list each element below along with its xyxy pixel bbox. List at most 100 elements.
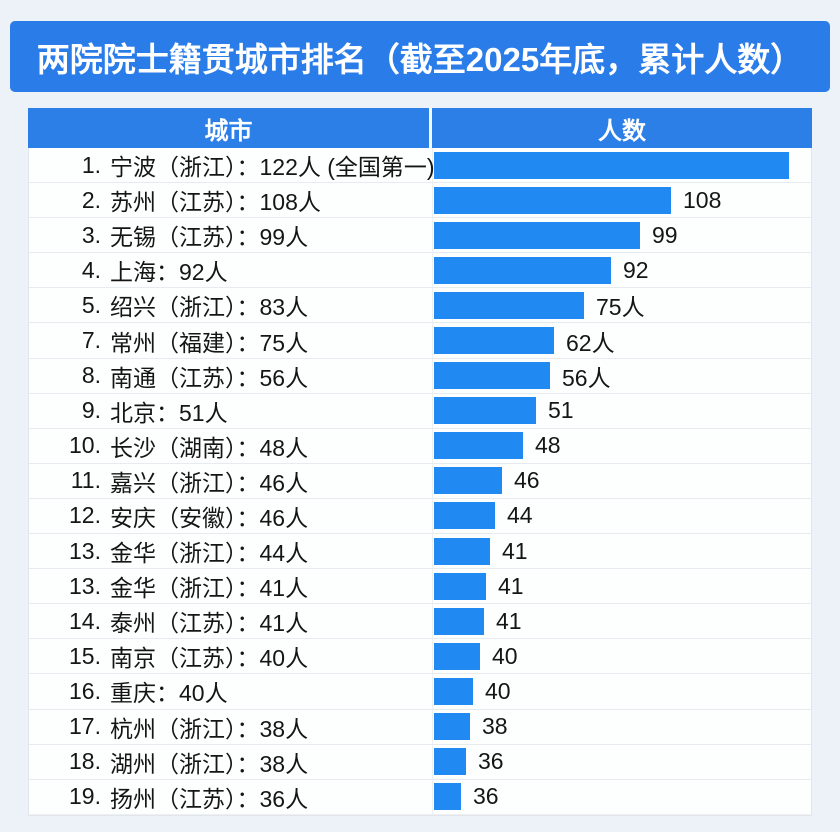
row-rank: 16. [69, 677, 101, 704]
city-cell: 18. 湖州（浙江）：38人 [29, 744, 433, 779]
row-rank: 9. [81, 397, 101, 424]
count-cell: 56人 [433, 359, 811, 393]
count-cell: 108 [433, 183, 811, 217]
city-label: 绍兴（浙江）：83人 [110, 294, 309, 321]
ranking-table: 城市 人数 1. 宁波（浙江）：122人 (全国第一) 2. 苏州（江苏）：10… [28, 108, 812, 816]
count-cell: 41 [433, 569, 811, 603]
count-bar [434, 677, 473, 705]
city-cell: 3. 无锡（江苏）：99人 [29, 218, 433, 253]
row-rank: 11. [70, 467, 101, 494]
row-rank: 12. [69, 502, 101, 529]
city-label: 泰州（江苏）：41人 [110, 610, 309, 637]
table-header: 城市 人数 [28, 108, 812, 148]
city-cell: 8. 南通（江苏）：56人 [29, 358, 433, 393]
count-cell: 40 [433, 674, 811, 708]
table-row: 9. 北京：51人 51 [29, 393, 811, 429]
count-cell: 62人 [433, 323, 811, 357]
city-label: 湖州（浙江）：38人 [110, 750, 309, 777]
city-label: 金华（浙江）：41人 [110, 575, 309, 602]
count-cell: 36 [433, 745, 811, 779]
count-cell: 38 [433, 710, 811, 744]
city-label: 无锡（江苏）：99人 [110, 224, 309, 251]
table-row: 1. 宁波（浙江）：122人 (全国第一) [29, 148, 811, 184]
row-rank: 13. [69, 572, 101, 599]
count-label: 99 [652, 221, 678, 248]
row-rank: 4. [81, 256, 101, 283]
city-cell: 10. 长沙（湖南）：48人 [29, 428, 433, 463]
table-row: 13. 金华（浙江）：41人 41 [29, 569, 811, 605]
city-label: 嘉兴（浙江）：46人 [110, 469, 309, 496]
table-row: 4. 上海：92人 92 [29, 253, 811, 289]
column-header-count: 人数 [432, 108, 812, 148]
count-label: 62人 [566, 329, 615, 356]
city-label: 重庆：40人 [110, 680, 228, 707]
city-label: 上海：92人 [110, 259, 228, 286]
count-label: 40 [492, 642, 518, 669]
count-bar [434, 467, 502, 495]
count-label: 36 [473, 783, 499, 810]
count-label: 46 [514, 467, 540, 494]
count-cell: 46 [433, 464, 811, 498]
table-row: 13. 金华（浙江）：44人 41 [29, 534, 811, 570]
city-cell: 11. 嘉兴（浙江）：46人 [29, 463, 433, 498]
table-row: 10. 长沙（湖南）：48人 48 [29, 428, 811, 464]
count-cell: 51 [433, 394, 811, 428]
city-cell: 4. 上海：92人 [29, 253, 433, 288]
city-label: 南京（江苏）：40人 [110, 645, 309, 672]
count-cell: 99 [433, 218, 811, 252]
row-rank: 14. [69, 607, 101, 634]
row-rank: 3. [81, 221, 101, 248]
city-label: 安庆（安徽）：46人 [110, 504, 309, 531]
count-bar [434, 362, 550, 390]
count-cell: 92 [433, 253, 811, 287]
table-row: 18. 湖州（浙江）：38人 36 [29, 744, 811, 780]
count-bar [434, 291, 584, 319]
table-row: 17. 杭州（浙江）：38人 38 [29, 709, 811, 745]
row-rank: 15. [69, 642, 101, 669]
count-bar [434, 397, 536, 425]
table-row: 19. 扬州（江苏）：36人 36 [29, 779, 811, 815]
row-rank: 17. [69, 713, 101, 740]
count-label: 41 [502, 537, 528, 564]
count-cell: 41 [433, 604, 811, 638]
count-bar [434, 537, 490, 565]
count-label: 41 [496, 607, 522, 634]
city-cell: 7. 常州（福建）：75人 [29, 323, 433, 358]
table-row: 3. 无锡（江苏）：99人 99 [29, 218, 811, 254]
count-cell: 75人 [433, 288, 811, 322]
count-label: 51 [548, 397, 574, 424]
city-label: 金华（浙江）：44人 [110, 540, 309, 567]
count-bar [434, 642, 480, 670]
city-cell: 14. 泰州（江苏）：41人 [29, 604, 433, 639]
count-label: 41 [498, 572, 524, 599]
table-row: 5. 绍兴（浙江）：83人 75人 [29, 288, 811, 324]
city-cell: 15. 南京（江苏）：40人 [29, 639, 433, 674]
chart-title: 两院院士籍贯城市排名（截至2025年底，累计人数） [36, 40, 804, 78]
count-bar [434, 502, 495, 530]
count-label: 75人 [596, 294, 645, 321]
count-cell [433, 148, 811, 182]
count-bar [434, 186, 671, 214]
count-label: 108 [683, 186, 722, 213]
count-cell: 48 [433, 429, 811, 463]
row-rank: 8. [81, 362, 101, 389]
city-label: 杭州（浙江）：38人 [110, 715, 309, 742]
count-bar [434, 327, 554, 355]
city-cell: 1. 宁波（浙江）：122人 (全国第一) [29, 148, 435, 183]
table-row: 8. 南通（江苏）：56人 56人 [29, 358, 811, 394]
count-cell: 44 [433, 499, 811, 533]
city-cell: 12. 安庆（安徽）：46人 [29, 498, 433, 534]
count-label: 56人 [562, 364, 611, 391]
table-row: 12. 安庆（安徽）：46人 44 [29, 498, 811, 535]
table-row: 7. 常州（福建）：75人 62人 [29, 323, 811, 359]
row-rank: 2. [81, 186, 101, 213]
table-row: 2. 苏州（江苏）：108人 108 [29, 183, 811, 219]
city-label: 北京：51人 [110, 399, 228, 426]
count-bar [434, 151, 789, 179]
city-cell: 13. 金华（浙江）：41人 [29, 569, 433, 604]
city-cell: 5. 绍兴（浙江）：83人 [29, 288, 433, 323]
table-row: 14. 泰州（江苏）：41人 41 [29, 604, 811, 640]
count-label: 36 [478, 748, 504, 775]
count-bar [434, 221, 640, 249]
